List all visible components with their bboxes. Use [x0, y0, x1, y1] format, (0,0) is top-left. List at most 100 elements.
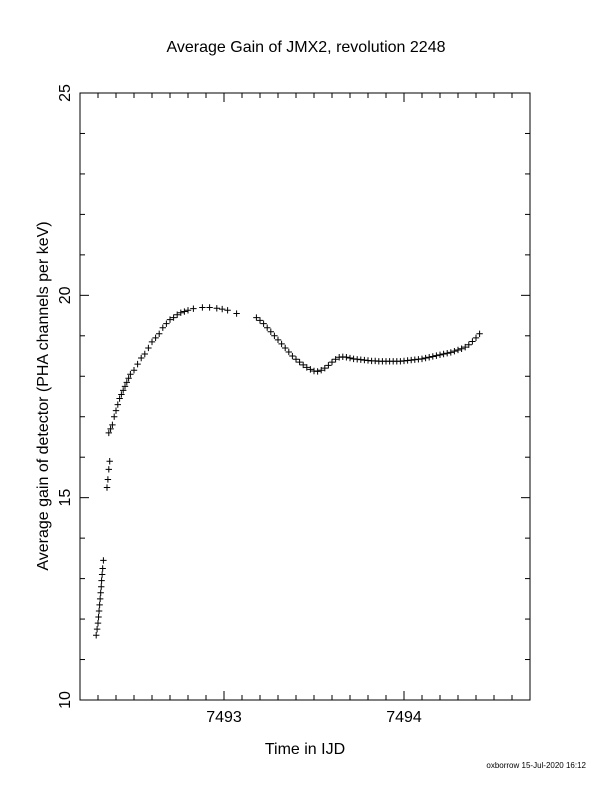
- data-point-marker: [426, 354, 433, 361]
- data-point-marker: [156, 330, 163, 337]
- data-point-marker: [107, 425, 114, 433]
- data-point-marker: [93, 625, 101, 633]
- data-point-marker: [190, 305, 197, 312]
- data-point-marker: [289, 352, 296, 360]
- data-point-marker: [111, 413, 118, 420]
- data-point-marker: [436, 351, 444, 359]
- chart-title: Average Gain of JMX2, revolution 2248: [167, 39, 446, 56]
- data-point-marker: [141, 350, 148, 358]
- data-point-marker: [274, 336, 282, 344]
- data-point-marker: [454, 346, 462, 354]
- axis-ticks: [80, 93, 530, 700]
- data-point-marker: [106, 458, 113, 465]
- data-point-marker: [418, 355, 426, 363]
- data-point-marker: [134, 360, 141, 368]
- data-point-marker: [99, 565, 106, 572]
- data-point-marker: [282, 344, 289, 352]
- data-point-marker: [447, 349, 454, 356]
- data-point-marker: [105, 429, 112, 437]
- data-point-marker: [213, 305, 220, 312]
- data-point-marker: [95, 613, 102, 621]
- data-point-marker: [145, 344, 152, 352]
- y-tick-label: 25: [57, 84, 74, 102]
- data-point-marker: [152, 334, 159, 342]
- x-tick-label: 7493: [206, 709, 242, 726]
- data-point-marker: [184, 307, 192, 314]
- data-point-marker: [170, 314, 177, 321]
- data-point-marker: [476, 330, 483, 337]
- x-tick-label: 7494: [386, 709, 422, 726]
- data-point-marker: [303, 364, 310, 371]
- data-point-marker: [260, 320, 267, 327]
- data-point-marker: [264, 324, 271, 331]
- data-point-marker: [123, 379, 130, 386]
- data-point-marker: [296, 358, 303, 366]
- data-point-marker: [97, 589, 104, 596]
- data-point-marker: [292, 356, 300, 363]
- data-point-marker: [103, 484, 111, 491]
- data-point-marker: [458, 345, 465, 352]
- data-point-marker: [285, 348, 292, 356]
- axis-tick-labels: 7493 7494 10 15 20 25: [57, 84, 422, 726]
- data-point-marker: [314, 368, 321, 375]
- data-point-marker: [465, 341, 472, 348]
- data-point-marker: [114, 401, 121, 408]
- data-point-marker: [328, 358, 336, 366]
- data-point-marker: [96, 601, 103, 609]
- data-point-marker: [96, 595, 104, 603]
- data-point-marker: [177, 309, 184, 316]
- data-point-marker: [127, 371, 134, 378]
- data-point-marker: [118, 391, 125, 398]
- data-point-marker: [233, 310, 240, 317]
- data-point-marker: [253, 314, 260, 321]
- data-point-marker: [120, 387, 127, 394]
- data-point-marker: [472, 334, 480, 342]
- data-point-marker: [100, 557, 107, 564]
- data-point-marker: [440, 350, 447, 358]
- data-point-marker: [130, 366, 138, 374]
- data-point-marker: [125, 375, 132, 382]
- data-point-marker: [321, 364, 328, 372]
- data-point-marker: [95, 607, 103, 615]
- data-point-marker: [199, 304, 206, 311]
- y-tick-label: 20: [57, 286, 74, 304]
- data-point-marker: [93, 632, 100, 639]
- data-point-marker: [300, 361, 307, 369]
- data-point-marker: [104, 476, 112, 483]
- data-point-marker: [159, 324, 166, 331]
- data-point-marker: [429, 353, 436, 360]
- data-point-marker: [206, 304, 213, 311]
- y-axis-label: Average gain of detector (PHA channels p…: [35, 221, 52, 570]
- y-tick-label: 15: [57, 489, 74, 507]
- data-point-marker: [138, 354, 145, 362]
- x-axis-label: Time in IJD: [265, 741, 345, 758]
- data-point-marker: [116, 395, 123, 402]
- data-point-marker: [94, 619, 102, 627]
- plot-frame: [79, 92, 531, 701]
- data-point-marker: [451, 347, 458, 355]
- data-point-marker: [422, 354, 429, 362]
- data-point-marker: [332, 356, 339, 363]
- y-tick-label: 10: [57, 691, 74, 709]
- data-point-marker: [105, 466, 112, 473]
- data-points: [93, 304, 483, 639]
- data-point-marker: [271, 332, 278, 339]
- data-point-marker: [148, 338, 156, 346]
- data-point-marker: [98, 583, 105, 590]
- data-point-marker: [256, 317, 264, 324]
- data-point-marker: [318, 366, 325, 374]
- data-point-marker: [219, 305, 226, 313]
- data-point-marker: [163, 320, 170, 327]
- data-point-marker: [462, 343, 469, 351]
- data-point-marker: [112, 407, 120, 414]
- data-point-marker: [174, 311, 181, 318]
- data-point-marker: [109, 421, 116, 429]
- data-point-marker: [307, 366, 314, 373]
- data-point-marker: [166, 316, 174, 323]
- data-point-marker: [224, 307, 231, 314]
- data-point-marker: [433, 352, 440, 359]
- data-point-marker: [98, 571, 106, 578]
- data-point-marker: [346, 354, 354, 362]
- data-point-marker: [121, 383, 129, 390]
